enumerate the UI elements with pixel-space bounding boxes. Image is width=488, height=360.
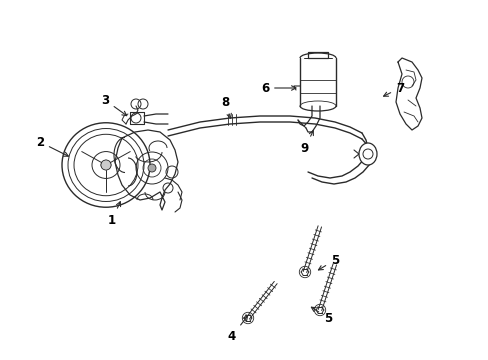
Text: 2: 2 — [36, 135, 68, 156]
Text: 1: 1 — [108, 202, 120, 226]
Ellipse shape — [358, 143, 376, 165]
Text: 4: 4 — [227, 316, 247, 342]
Text: 5: 5 — [311, 307, 331, 324]
Text: 9: 9 — [300, 131, 313, 154]
Text: 8: 8 — [221, 95, 231, 118]
Text: 7: 7 — [383, 81, 403, 96]
Circle shape — [148, 164, 156, 172]
Circle shape — [101, 160, 111, 170]
Text: 6: 6 — [260, 81, 295, 94]
Text: 5: 5 — [318, 253, 339, 270]
Text: 3: 3 — [101, 94, 126, 116]
